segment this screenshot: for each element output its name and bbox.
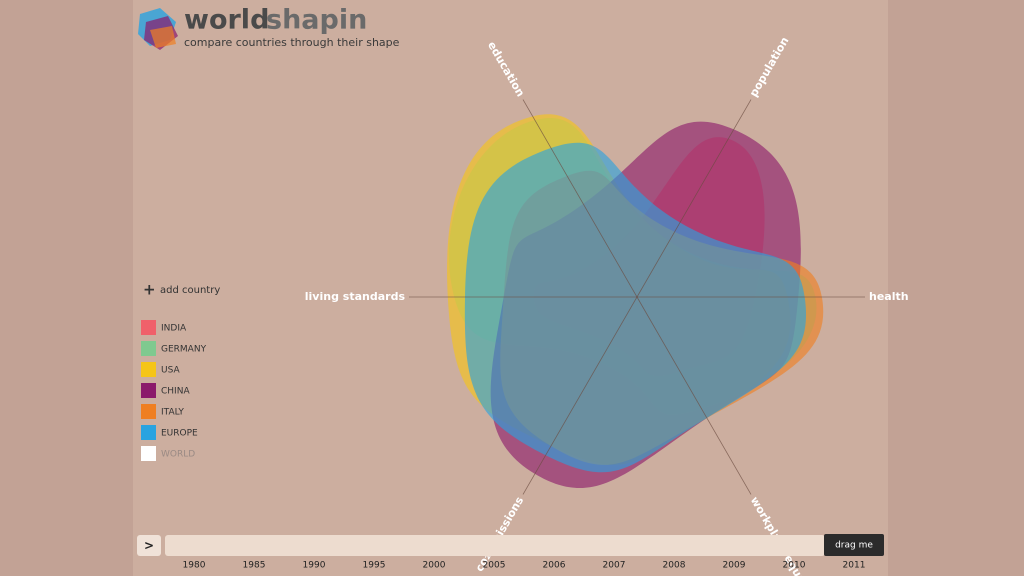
legend: INDIA GERMANY USA CHINA ITALY EUROPE WORLD <box>141 320 207 461</box>
year-label[interactable]: 2008 <box>663 561 686 571</box>
legend-swatch[interactable] <box>141 341 156 356</box>
year-axis: 1980 1985 1990 1995 2000 2005 2006 2007 2008 2009… <box>183 561 866 571</box>
timeline-track[interactable] <box>165 535 825 556</box>
year-label[interactable]: 1990 <box>303 561 326 571</box>
legend-swatch[interactable] <box>141 446 156 461</box>
drag-button[interactable] <box>824 534 884 556</box>
year-label[interactable]: 2000 <box>423 561 446 571</box>
axis-line <box>522 296 638 495</box>
year-label[interactable]: 2005 <box>483 561 506 571</box>
year-label[interactable]: 2007 <box>603 561 626 571</box>
year-label[interactable]: 1980 <box>183 561 206 571</box>
axis-line <box>522 99 638 298</box>
legend-swatch[interactable] <box>141 320 156 335</box>
legend-label[interactable]: EUROPE <box>161 429 198 439</box>
legend-label[interactable]: INDIA <box>161 324 187 334</box>
logo <box>138 8 178 50</box>
legend-swatch[interactable] <box>141 425 156 440</box>
axis-line <box>636 296 752 495</box>
play-icon[interactable]: > <box>144 539 154 553</box>
legend-swatch[interactable] <box>141 383 156 398</box>
axis-label: health <box>869 290 909 303</box>
year-label[interactable]: 1995 <box>363 561 386 571</box>
brand: shapin <box>266 5 367 36</box>
add-icon[interactable]: + <box>143 281 156 299</box>
legend-swatch[interactable] <box>141 362 156 377</box>
legend-label[interactable]: WORLD <box>161 450 195 460</box>
year-label[interactable]: 2006 <box>543 561 566 571</box>
legend-label[interactable]: USA <box>161 366 180 376</box>
axis-label: living standards <box>305 290 406 303</box>
brand: world <box>184 5 269 36</box>
logo-shape <box>150 26 176 48</box>
tagline: compare countries through their shape <box>184 36 400 49</box>
axis-line <box>636 99 752 298</box>
legend-swatch[interactable] <box>141 404 156 419</box>
drag-label[interactable]: drag me <box>835 541 873 551</box>
legend-label[interactable]: ITALY <box>161 408 184 418</box>
legend-label[interactable]: GERMANY <box>161 345 207 355</box>
year-label[interactable]: 1985 <box>243 561 266 571</box>
year-label[interactable]: 2011 <box>843 561 866 571</box>
legend-label[interactable]: CHINA <box>161 387 190 397</box>
year-label[interactable]: 2010 <box>783 561 806 571</box>
country-shape <box>464 142 807 473</box>
play-button[interactable] <box>137 535 161 556</box>
year-label[interactable]: 2009 <box>723 561 746 571</box>
add-country[interactable]: add country <box>160 285 220 296</box>
